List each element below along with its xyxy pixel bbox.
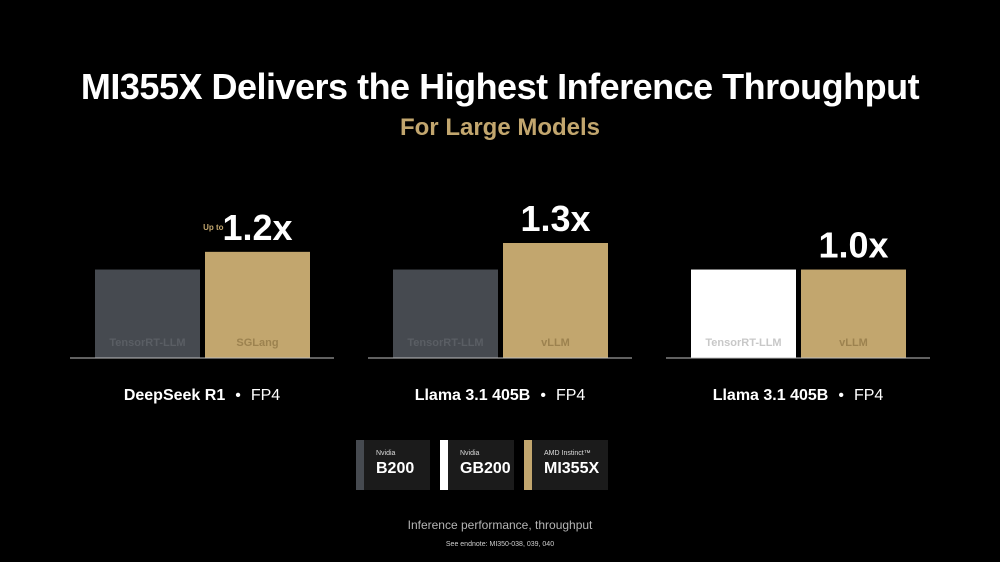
bar-label: TensorRT-LLM (705, 337, 781, 349)
precision: FP4 (556, 387, 585, 404)
bar-label: vLLM (839, 337, 868, 349)
legend-vendor: Nvidia (460, 450, 480, 457)
legend-vendor: Nvidia (376, 450, 396, 457)
bar (503, 243, 608, 358)
bar (801, 269, 906, 358)
page-title: MI355X Delivers the Highest Inference Th… (80, 66, 920, 107)
legend-model: GB200 (460, 460, 511, 477)
footnote: Inference performance, throughput (407, 518, 593, 532)
bar (95, 269, 200, 358)
separator-dot: • (235, 387, 241, 404)
bar-label: TensorRT-LLM (109, 337, 185, 349)
page-subtitle: For Large Models (399, 114, 601, 141)
legend-item-mi355x: AMD Instinct™ MI355X (524, 440, 608, 490)
legend-item-b200: Nvidia B200 (356, 440, 430, 490)
legend-swatch-mi355x (524, 440, 532, 490)
chart-group: TensorRT-LLM vLLM 1.0x Llama 3.1 405B • FP4 (666, 225, 930, 404)
legend-swatch-gb200 (440, 440, 448, 490)
bar-label: TensorRT-LLM (407, 337, 483, 349)
legend-model: B200 (376, 460, 415, 477)
model-caption: Llama 3.1 405B • FP4 (415, 387, 586, 404)
speedup-prefix: Up to (203, 223, 224, 232)
speedup-label: 1.3x (520, 198, 590, 239)
bar-label: SGLang (236, 337, 278, 349)
legend-model: MI355X (544, 460, 600, 477)
chart-group: TensorRT-LLM vLLM 1.3x Llama 3.1 405B • FP4 (368, 198, 632, 404)
bar (205, 251, 310, 358)
legend-item-gb200: Nvidia GB200 (440, 440, 514, 490)
speedup-label: 1.2x (222, 207, 292, 248)
bar (691, 269, 796, 358)
model-name: Llama 3.1 405B (415, 387, 531, 404)
model-name: Llama 3.1 405B (713, 387, 829, 404)
speedup-label: 1.0x (818, 225, 888, 266)
model-caption: Llama 3.1 405B • FP4 (713, 387, 884, 404)
model-caption: DeepSeek R1 • FP4 (124, 387, 280, 404)
separator-dot: • (838, 387, 844, 404)
precision: FP4 (854, 387, 883, 404)
legend-swatch-b200 (356, 440, 364, 490)
separator-dot: • (540, 387, 546, 404)
endnote: See endnote: MI350-038, 039, 040 (445, 541, 555, 548)
legend: Nvidia B200 Nvidia GB200 AMD Instinct™ M… (356, 440, 608, 490)
legend-vendor: AMD Instinct™ (544, 450, 591, 457)
bar (393, 269, 498, 358)
bar-label: vLLM (541, 337, 570, 349)
model-name: DeepSeek R1 (124, 387, 225, 404)
precision: FP4 (251, 387, 280, 404)
